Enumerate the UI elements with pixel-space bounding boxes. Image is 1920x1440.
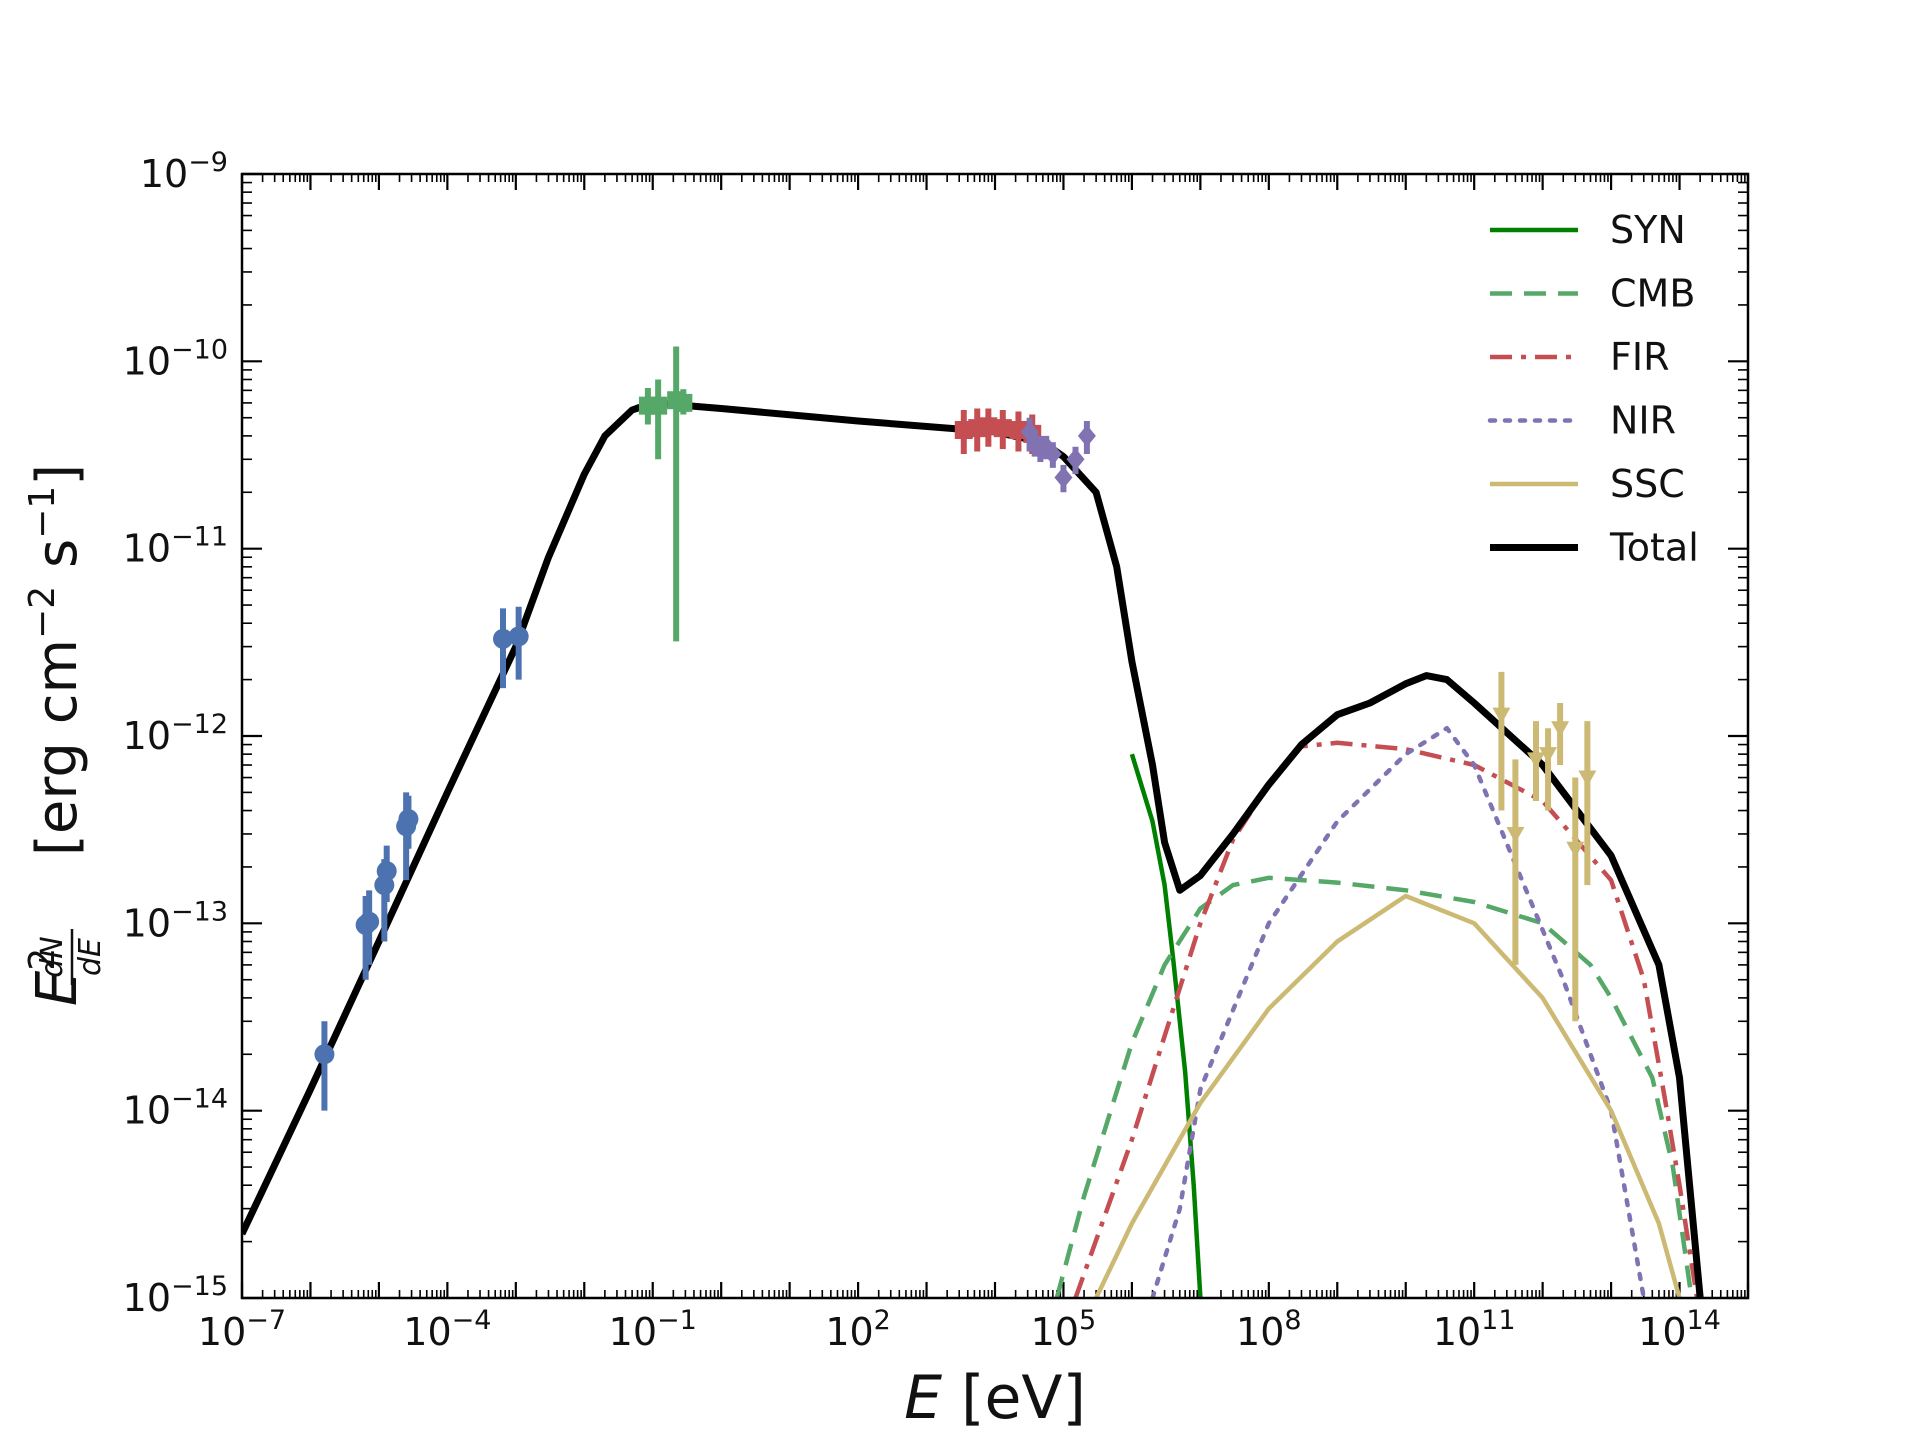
- data-point-radio: [398, 809, 419, 830]
- data-point-x-ray: [993, 419, 1012, 438]
- data-point-gamma-ray: [1566, 841, 1585, 858]
- data-point-gamma-ray: [1506, 826, 1525, 843]
- y-tick-label: 10−11: [123, 522, 228, 571]
- data-point-hard-x-ray: [1077, 424, 1096, 447]
- y-tick-label: 10−15: [123, 1271, 228, 1320]
- data-points: [314, 346, 1597, 1111]
- x-tick-labels: 10−7 10−4 10−1 102 105 108 1011 1014: [198, 1305, 1721, 1354]
- series-line-cmb: [1054, 875, 1694, 1298]
- data-point-radio: [359, 911, 380, 932]
- y-tick-label: 10−14: [123, 1084, 228, 1133]
- minor-ticks: [242, 174, 1748, 1298]
- svg-text:E2 [erg cm−2 s−1]: E2 [erg cm−2 s−1]: [22, 464, 90, 1006]
- legend-label-ssc: SSC: [1610, 462, 1685, 506]
- legend-label-fir: FIR: [1610, 335, 1669, 379]
- data-point-hard-x-ray: [1043, 443, 1062, 466]
- legend-label-syn: SYN: [1610, 208, 1686, 252]
- data-point-gamma-ray: [1492, 707, 1511, 724]
- model-curves: [242, 399, 1704, 1298]
- x-tick-label: 10−1: [609, 1305, 697, 1354]
- data-point-gamma-ray: [1578, 770, 1597, 787]
- svg-text:dE: dE: [73, 938, 108, 976]
- data-point-radio: [314, 1044, 335, 1065]
- data-point-hard-x-ray: [1054, 466, 1073, 489]
- legend-label-total: Total: [1609, 526, 1699, 570]
- y-tick-label: 10−9: [140, 147, 228, 196]
- series-line-fir: [1073, 740, 1700, 1298]
- x-tick-label: 1011: [1433, 1305, 1516, 1354]
- data-point-radio: [508, 626, 529, 647]
- y-tick-label: 10−10: [123, 334, 228, 383]
- x-tick-label: 10−4: [403, 1305, 491, 1354]
- legend: SYN CMB FIR NIR SSC Total: [1487, 208, 1699, 570]
- data-point-gamma-ray: [1551, 721, 1570, 738]
- x-tick-label: 102: [825, 1305, 891, 1354]
- legend-label-nir: NIR: [1610, 399, 1676, 443]
- data-point-infrared: [674, 393, 693, 412]
- x-tick-label: 10−7: [198, 1305, 286, 1354]
- svg-text:dN: dN: [35, 936, 70, 977]
- legend-label-cmb: CMB: [1610, 272, 1695, 316]
- data-point-radio: [376, 861, 397, 882]
- y-tick-label: 10−13: [123, 896, 228, 945]
- data-point-infrared: [649, 396, 668, 415]
- y-axis-title-fraction: dN dE: [35, 929, 108, 985]
- series-line-ssc: [1094, 893, 1682, 1298]
- data-point-x-ray: [979, 417, 998, 436]
- x-tick-label: 105: [1031, 1305, 1097, 1354]
- data-point-gamma-ray: [1539, 747, 1558, 764]
- x-tick-label: 1014: [1638, 1305, 1721, 1354]
- y-axis-title: E2 [erg cm−2 s−1]: [22, 464, 90, 1006]
- series-line-total: [242, 399, 1704, 1298]
- y-tick-labels: 10−15 10−14 10−13 10−12 10−11 10−10 10−9: [123, 147, 228, 1320]
- y-tick-label: 10−12: [123, 709, 228, 758]
- data-point-hard-x-ray: [1066, 448, 1085, 471]
- plot-frame: [240, 172, 1750, 1300]
- x-tick-label: 108: [1236, 1305, 1302, 1354]
- data-point-gamma-ray: [1527, 752, 1546, 769]
- data-point-radio: [493, 628, 514, 649]
- x-axis-title: E [eV]: [904, 1363, 1086, 1433]
- series-line-syn: [1129, 753, 1203, 1298]
